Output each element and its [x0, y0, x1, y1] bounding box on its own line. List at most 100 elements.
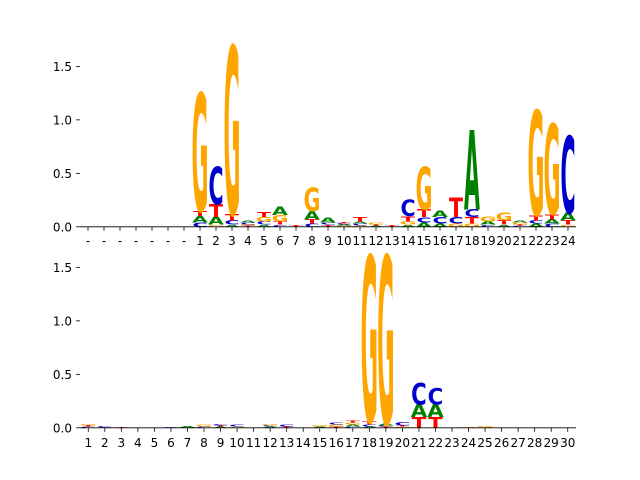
x-tick-label: 19: [378, 436, 393, 450]
x-tick-label: 24: [560, 234, 575, 248]
logo-letter-T: T: [513, 224, 527, 226]
logo-letter-G: G: [328, 424, 345, 427]
logo-marks-top: CATGGATCACTGTGCAACGTCTGAATCTAGTCAGACTGCA…: [192, 0, 577, 269]
x-tick-label: 24: [461, 436, 476, 450]
y-tick-label: 0.0: [53, 421, 72, 435]
logo-letter-A: A: [262, 426, 279, 428]
x-tick-label: 5: [260, 234, 268, 248]
x-tick-label: 28: [527, 436, 542, 450]
logo-letter-T: T: [81, 425, 97, 427]
logo-letter-T: T: [273, 221, 288, 226]
logo-letter-G: G: [400, 221, 417, 226]
logo-letter-T: T: [114, 427, 130, 428]
logo-letter-C: C: [279, 424, 295, 427]
logo-letter-A: A: [361, 426, 378, 428]
x-tick-label: 21: [411, 436, 426, 450]
logo-letter-A: A: [411, 401, 427, 422]
logo-letter-G: G: [416, 156, 433, 224]
x-tick-label: 4: [244, 234, 252, 248]
logo-letter-C: C: [432, 215, 447, 226]
logo-letter-A: A: [560, 211, 576, 223]
logo-letter-C: C: [480, 224, 495, 227]
x-tick-label: 3: [228, 234, 236, 248]
logo-letter-A: A: [378, 423, 395, 426]
x-tick-label: -: [182, 234, 186, 248]
logo-letter-T: T: [401, 215, 416, 224]
x-tick-label: 12: [368, 234, 383, 248]
x-tick-label: 12: [262, 436, 277, 450]
logo-letter-A: A: [208, 215, 224, 227]
logo-letter-G: G: [256, 216, 273, 223]
logo-letter-T: T: [337, 222, 351, 224]
logo-letter-T: T: [346, 420, 361, 423]
logo-letter-G: G: [261, 424, 278, 426]
logo-letter-A: A: [464, 111, 480, 236]
logo-letter-G: G: [464, 223, 481, 228]
logo-letter-C: C: [229, 424, 245, 427]
logo-letter-T: T: [395, 425, 411, 427]
logo-letter-G: G: [336, 225, 353, 227]
logo-letter-C: C: [378, 425, 394, 427]
x-tick-label: 19: [480, 234, 495, 248]
logo-letter-A: A: [179, 426, 196, 428]
logo-letter-A: A: [320, 216, 336, 225]
logo-letter-T: T: [417, 208, 431, 220]
x-tick-label: 2: [212, 234, 220, 248]
x-tick-label: 26: [494, 436, 509, 450]
x-tick-label: 7: [292, 234, 300, 248]
logo-letter-G: G: [512, 222, 529, 225]
logo-letter-A: A: [400, 224, 417, 227]
x-tick-label: 6: [276, 234, 284, 248]
x-tick-label: 17: [345, 436, 360, 450]
logo-letter-C: C: [192, 221, 207, 228]
x-tick-label: 18: [362, 436, 377, 450]
logo-letter-A: A: [432, 223, 449, 228]
x-tick-label: 9: [324, 234, 332, 248]
x-tick-label: 16: [432, 234, 447, 248]
logo-letter-A: A: [304, 208, 320, 222]
logo-letter-C: C: [400, 196, 415, 222]
logo-letter-A: A: [352, 221, 369, 224]
logo-letter-T: T: [545, 213, 560, 222]
x-tick-label: 13: [384, 234, 399, 248]
logo-letter-G: G: [80, 424, 97, 426]
x-tick-label: 23: [444, 436, 459, 450]
logo-letter-C: C: [544, 223, 559, 228]
logo-letter-G: G: [192, 62, 209, 250]
x-tick-label: 15: [416, 234, 431, 248]
logo-letter-G: G: [361, 212, 378, 477]
x-tick-label: 16: [329, 436, 344, 450]
y-tick-label: 0.5: [53, 368, 72, 382]
logo-letter-G: G: [208, 224, 225, 227]
x-tick-label: 4: [134, 436, 142, 450]
logo-letter-C: C: [528, 219, 543, 224]
logo-letter-A: A: [416, 221, 432, 228]
logo-letter-T: T: [225, 212, 239, 223]
x-tick-label: 5: [151, 436, 159, 450]
y-tick-label: 1.5: [53, 261, 72, 275]
logo-letter-T: T: [305, 218, 320, 225]
logo-letter-C: C: [272, 224, 287, 227]
logo-letter-C: C: [208, 158, 223, 217]
logo-letter-A: A: [240, 220, 257, 223]
logo-letter-T: T: [289, 225, 303, 227]
logo-letter-C: C: [224, 219, 239, 226]
x-tick-label: 17: [448, 234, 463, 248]
logo-letter-T: T: [321, 224, 335, 227]
logo-letter-C: C: [448, 215, 463, 226]
logo-letter-G: G: [344, 422, 361, 425]
logo-letter-C: C: [512, 225, 527, 227]
logo-letter-T: T: [353, 216, 368, 223]
logo-letter-C: C: [395, 422, 411, 427]
logo-letter-A: A: [528, 223, 545, 228]
logo-letter-C: C: [336, 223, 351, 225]
logo-letter-A: A: [224, 224, 241, 227]
x-tick-label: 25: [477, 436, 492, 450]
x-tick-label: 21: [512, 234, 527, 248]
x-tick-label: 14: [296, 436, 311, 450]
logo-letter-C: C: [560, 114, 575, 238]
logo-letter-C: C: [411, 378, 427, 412]
x-tick-label: 3: [118, 436, 126, 450]
logo-letter-G: G: [304, 182, 321, 219]
